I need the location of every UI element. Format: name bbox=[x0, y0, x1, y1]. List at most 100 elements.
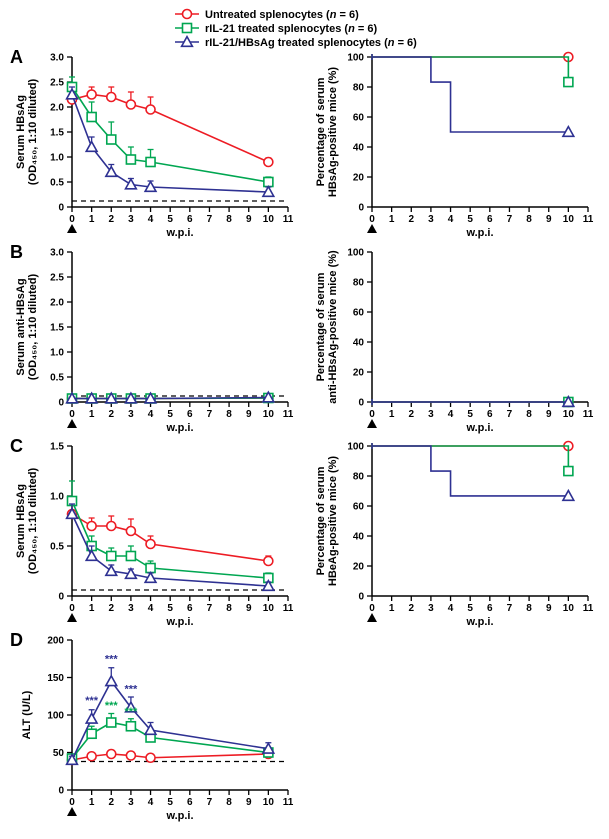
svg-text:100: 100 bbox=[347, 248, 364, 259]
svg-text:w.p.i.: w.p.i. bbox=[465, 616, 493, 628]
svg-text:w.p.i.: w.p.i. bbox=[165, 227, 193, 239]
svg-text:0.5: 0.5 bbox=[50, 178, 64, 189]
svg-text:100: 100 bbox=[347, 53, 364, 64]
svg-text:11: 11 bbox=[583, 409, 594, 420]
svg-text:0: 0 bbox=[58, 592, 64, 603]
svg-text:w.p.i.: w.p.i. bbox=[165, 810, 193, 822]
svg-text:5: 5 bbox=[167, 409, 173, 420]
svg-text:5: 5 bbox=[167, 214, 173, 225]
svg-text:4: 4 bbox=[448, 214, 454, 225]
svg-text:60: 60 bbox=[353, 502, 365, 513]
svg-text:0.5: 0.5 bbox=[50, 542, 64, 553]
svg-text:0: 0 bbox=[369, 603, 375, 614]
svg-text:100: 100 bbox=[347, 442, 364, 453]
svg-text:1: 1 bbox=[89, 603, 95, 614]
svg-text:3.0: 3.0 bbox=[50, 248, 64, 259]
svg-text:20: 20 bbox=[353, 173, 365, 184]
svg-text:***: *** bbox=[124, 684, 138, 696]
svg-text:0: 0 bbox=[358, 592, 364, 603]
svg-text:50: 50 bbox=[53, 748, 65, 759]
svg-text:1.5: 1.5 bbox=[50, 442, 64, 453]
svg-text:9: 9 bbox=[246, 214, 252, 225]
y-axis-label: ALT (U/L) bbox=[21, 690, 33, 739]
svg-text:4: 4 bbox=[448, 409, 454, 420]
svg-text:4: 4 bbox=[148, 603, 154, 614]
svg-text:1: 1 bbox=[389, 409, 395, 420]
svg-text:11: 11 bbox=[583, 214, 594, 225]
svg-text:0: 0 bbox=[358, 203, 364, 214]
svg-text:6: 6 bbox=[487, 603, 493, 614]
svg-text:9: 9 bbox=[246, 603, 252, 614]
svg-text:6: 6 bbox=[187, 797, 193, 808]
svg-text:3: 3 bbox=[128, 214, 134, 225]
svg-text:0: 0 bbox=[58, 398, 64, 409]
svg-text:***: *** bbox=[124, 706, 138, 718]
svg-text:3.0: 3.0 bbox=[50, 53, 64, 64]
svg-text:7: 7 bbox=[507, 603, 513, 614]
svg-text:11: 11 bbox=[283, 409, 294, 420]
y-axis-label: Percentage of serumHBsAg-positive mice (… bbox=[315, 67, 339, 198]
svg-text:2: 2 bbox=[108, 214, 114, 225]
svg-text:1.0: 1.0 bbox=[50, 348, 64, 359]
svg-text:***: *** bbox=[105, 700, 119, 712]
svg-text:60: 60 bbox=[353, 113, 365, 124]
svg-text:0: 0 bbox=[369, 214, 375, 225]
svg-text:w.p.i.: w.p.i. bbox=[465, 422, 493, 434]
legend-label: Untreated splenocytes (n = 6) bbox=[205, 9, 359, 21]
svg-text:4: 4 bbox=[448, 603, 454, 614]
svg-text:5: 5 bbox=[467, 409, 473, 420]
svg-text:9: 9 bbox=[546, 214, 552, 225]
svg-text:8: 8 bbox=[526, 409, 532, 420]
svg-text:0.5: 0.5 bbox=[50, 373, 64, 384]
svg-text:0: 0 bbox=[69, 214, 75, 225]
svg-text:***: *** bbox=[85, 695, 99, 707]
svg-text:9: 9 bbox=[246, 797, 252, 808]
y-axis-label: Percentage of serumanti-HBsAg-positive m… bbox=[315, 250, 339, 404]
svg-text:10: 10 bbox=[263, 797, 275, 808]
svg-text:40: 40 bbox=[353, 338, 365, 349]
svg-text:9: 9 bbox=[246, 409, 252, 420]
svg-text:3: 3 bbox=[128, 797, 134, 808]
svg-text:2.5: 2.5 bbox=[50, 78, 64, 89]
svg-text:4: 4 bbox=[148, 797, 154, 808]
svg-text:5: 5 bbox=[467, 603, 473, 614]
svg-text:w.p.i.: w.p.i. bbox=[165, 616, 193, 628]
svg-text:7: 7 bbox=[507, 409, 513, 420]
svg-text:4: 4 bbox=[148, 214, 154, 225]
svg-text:11: 11 bbox=[283, 603, 294, 614]
svg-text:1.0: 1.0 bbox=[50, 492, 64, 503]
svg-text:7: 7 bbox=[207, 214, 213, 225]
svg-text:80: 80 bbox=[353, 278, 365, 289]
svg-text:8: 8 bbox=[526, 214, 532, 225]
svg-text:1.5: 1.5 bbox=[50, 128, 64, 139]
svg-text:8: 8 bbox=[226, 214, 232, 225]
svg-text:0: 0 bbox=[358, 398, 364, 409]
svg-text:8: 8 bbox=[526, 603, 532, 614]
svg-text:150: 150 bbox=[47, 673, 64, 684]
svg-text:3: 3 bbox=[428, 603, 434, 614]
panel-label-A: A bbox=[10, 47, 23, 67]
svg-text:1: 1 bbox=[389, 603, 395, 614]
svg-text:5: 5 bbox=[167, 603, 173, 614]
svg-text:40: 40 bbox=[353, 143, 365, 154]
svg-text:40: 40 bbox=[353, 532, 365, 543]
svg-text:10: 10 bbox=[263, 409, 275, 420]
svg-text:5: 5 bbox=[167, 797, 173, 808]
legend-label: rIL-21 treated splenocytes (n = 6) bbox=[205, 23, 377, 35]
svg-text:1: 1 bbox=[89, 214, 95, 225]
svg-text:8: 8 bbox=[226, 409, 232, 420]
svg-text:10: 10 bbox=[263, 214, 275, 225]
svg-text:2.5: 2.5 bbox=[50, 273, 64, 284]
svg-text:2: 2 bbox=[408, 214, 414, 225]
panel-label-B: B bbox=[10, 242, 23, 262]
svg-text:2: 2 bbox=[408, 603, 414, 614]
svg-text:9: 9 bbox=[546, 603, 552, 614]
svg-text:10: 10 bbox=[563, 409, 575, 420]
svg-text:6: 6 bbox=[487, 409, 493, 420]
y-axis-label: Serum anti-HBsAg(OD₄₅₀, 1:10 diluted) bbox=[15, 274, 39, 381]
svg-text:11: 11 bbox=[583, 603, 594, 614]
svg-text:200: 200 bbox=[47, 636, 64, 647]
svg-text:1: 1 bbox=[89, 409, 95, 420]
svg-text:3: 3 bbox=[128, 409, 134, 420]
svg-text:5: 5 bbox=[467, 214, 473, 225]
